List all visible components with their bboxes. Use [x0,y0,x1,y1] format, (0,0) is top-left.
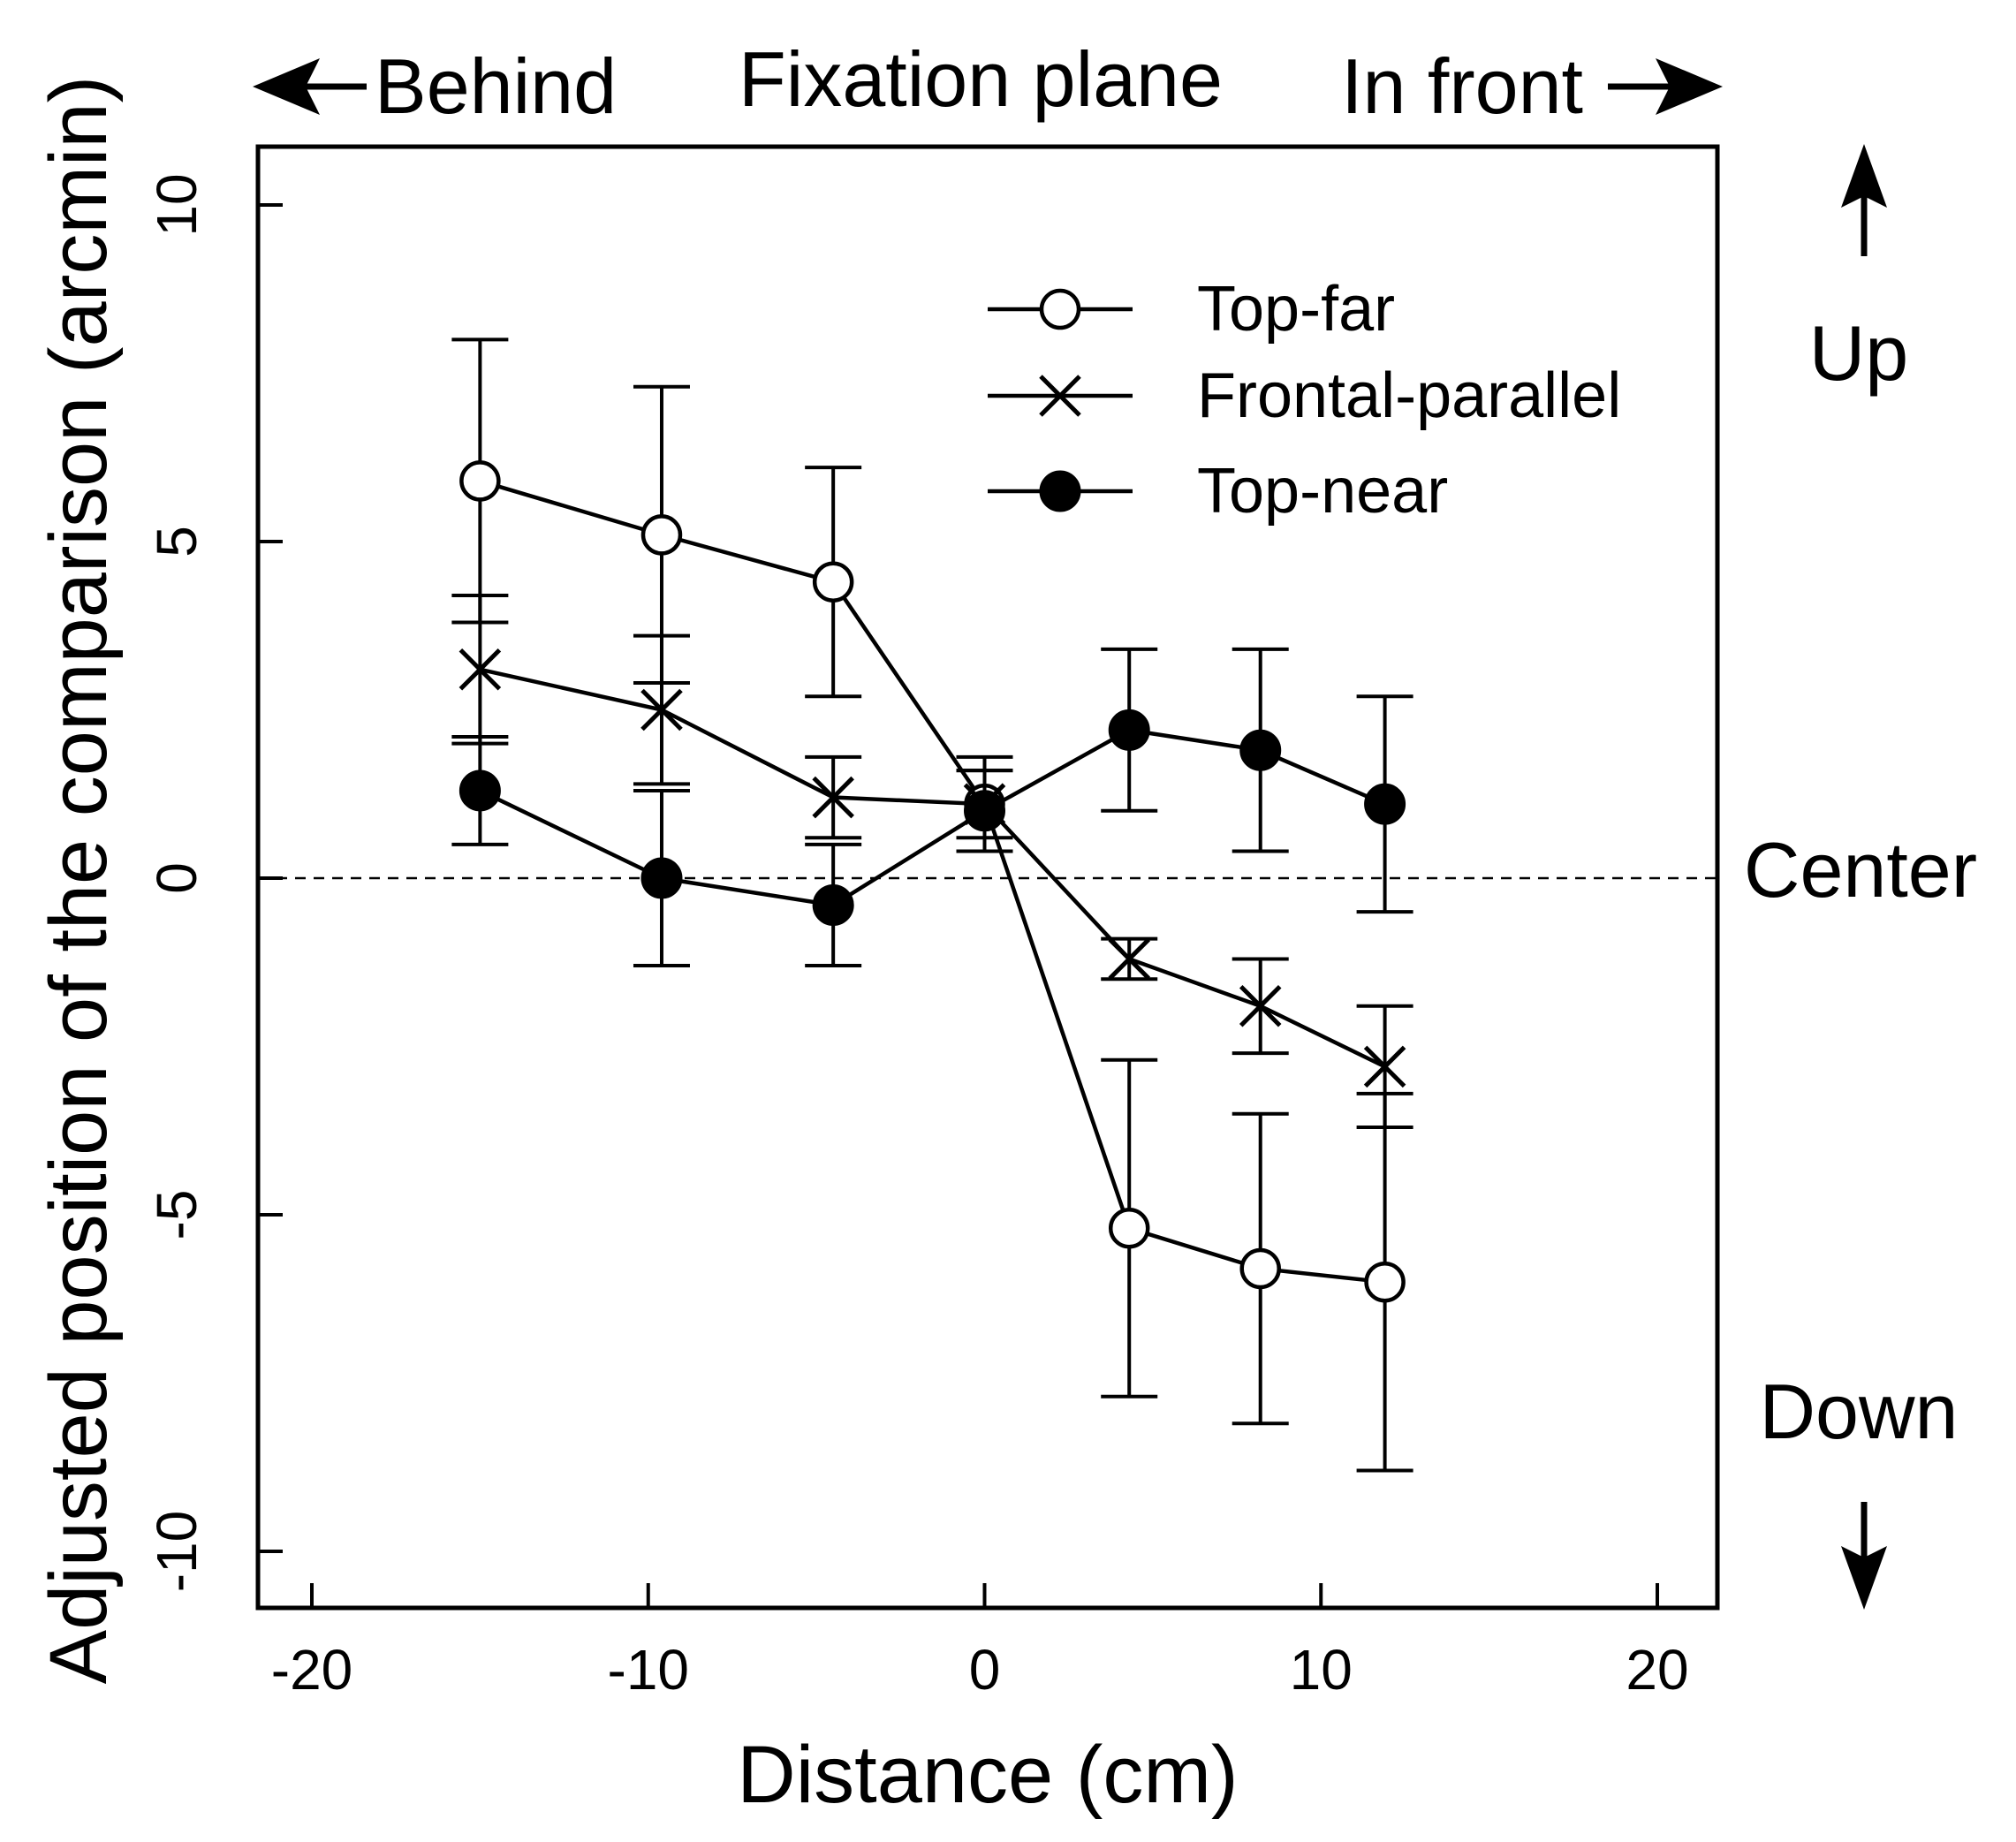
x-axis: -20 -10 0 10 20 [271,1583,1689,1702]
data-point-top-far [1239,1247,1281,1290]
legend-item-top-far: Top-far [988,274,1395,345]
center-label: Center [1744,826,1977,913]
data-point-top-far [640,514,683,556]
legend-item-top-near: Top-near [988,456,1448,527]
x-tick-label: 20 [1626,1638,1688,1702]
data-point-top-near [1364,783,1406,825]
data-point-frontal-parallel [640,688,683,731]
data-point-top-near [812,883,854,926]
legend-marker-top-near [1039,470,1081,512]
data-point-frontal-parallel [1108,937,1150,981]
data-point-top-near [1239,729,1282,771]
legend: Top-far Frontal-parallel Top-near [988,274,1621,527]
series-frontal-parallel [451,593,1413,1129]
x-tick-label: 0 [969,1638,1001,1702]
y-axis-label: Adjusted position of the comparison (arc… [34,76,124,1684]
data-point-frontal-parallel-stroke-b [640,688,683,731]
series-top-near [451,647,1413,968]
data-point-frontal-parallel-stroke-b [812,776,854,819]
right-annotations: Up Center Down [1744,144,1977,1610]
y-tick-label: 0 [145,862,208,894]
legend-marker-frontal-parallel [1039,375,1081,417]
x-tick-label: 10 [1290,1638,1353,1702]
data-point-top-near [459,769,501,812]
legend-label: Top-far [1197,274,1395,345]
y-tick-label: 10 [145,173,208,236]
legend-marker-frontal-parallel-stroke-b [1039,375,1081,417]
data-point-top-far [1108,1207,1150,1249]
down-label: Down [1760,1368,1959,1455]
data-point-frontal-parallel [459,648,502,691]
up-label: Up [1809,309,1909,397]
up-arrow-icon [1841,144,1887,208]
top-annotations: Behind Fixation plane In front [253,35,1723,130]
x-axis-label: Distance (cm) [737,1730,1238,1820]
legend-item-frontal-parallel: Frontal-parallel [988,360,1621,431]
data-point-top-near [640,857,683,899]
x-tick-label: -20 [271,1638,353,1702]
legend-marker-top-far [1039,288,1081,330]
data-point-frontal-parallel-stroke-b [1363,1045,1406,1088]
data-point-frontal-parallel-stroke-b [459,648,502,691]
x-tick-label: -10 [608,1638,690,1702]
legend-label: Frontal-parallel [1197,360,1621,431]
data-point-frontal-parallel-stroke-b [1239,985,1282,1027]
y-axis: -10 -5 0 5 10 [145,173,283,1592]
down-arrow-icon [1841,1546,1887,1610]
data-point-top-near [1108,709,1150,751]
data-point-frontal-parallel [812,776,854,819]
left-arrow-icon [253,58,320,115]
in-front-label: In front [1341,42,1583,130]
data-point-frontal-parallel [1239,985,1282,1027]
behind-label: Behind [375,42,617,130]
data-point-top-far [1364,1261,1406,1303]
y-tick-label: -5 [145,1190,208,1240]
data-point-frontal-parallel [1363,1045,1406,1088]
y-tick-label: 5 [145,526,208,557]
legend-label: Top-near [1197,456,1448,527]
data-point-top-far [459,460,501,502]
series-layer [451,337,1413,1473]
right-arrow-icon [1656,58,1723,115]
y-tick-label: -10 [145,1511,208,1593]
fixation-plane-label: Fixation plane [739,35,1223,123]
data-point-top-near [964,790,1005,832]
data-point-frontal-parallel-stroke-b [1108,937,1150,981]
data-point-top-far [812,561,854,603]
series-line-top-far [479,479,1385,1285]
